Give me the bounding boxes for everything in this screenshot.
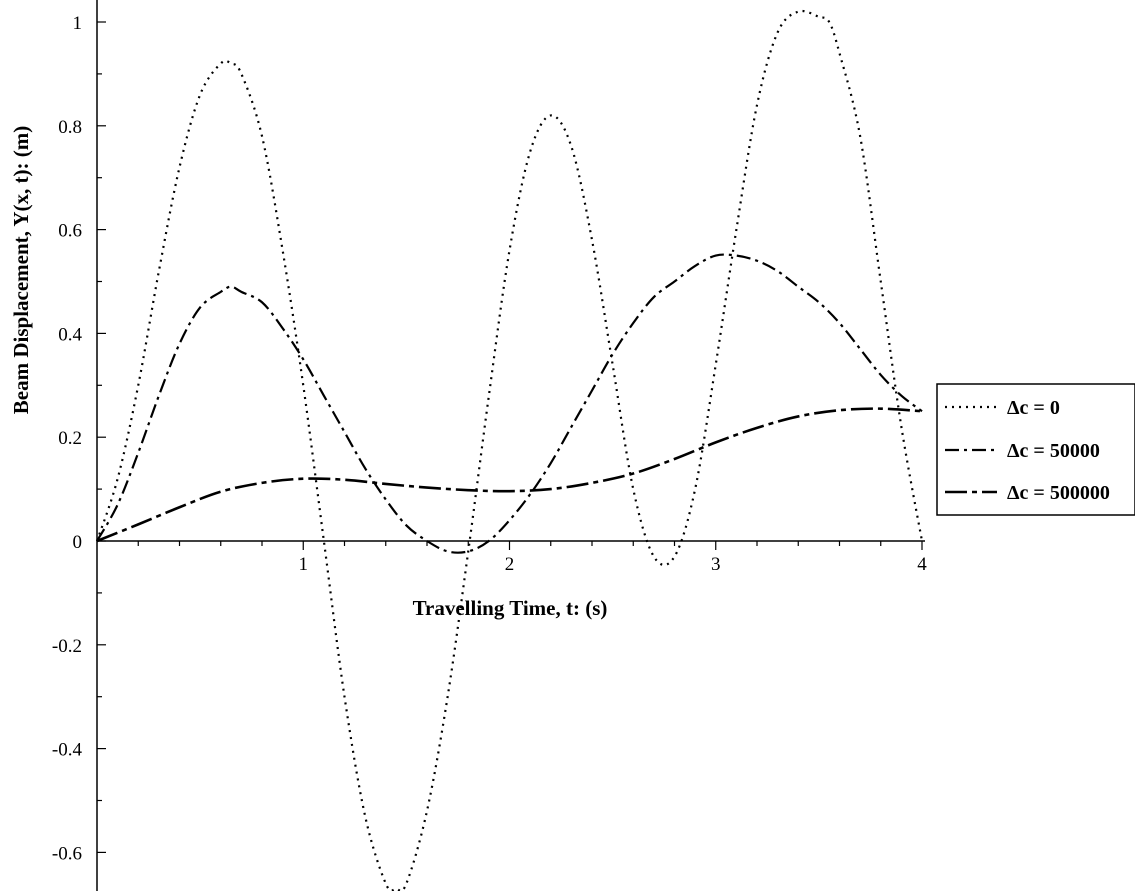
y-tick-label: 0.4 xyxy=(58,324,82,345)
y-axis-title: Beam Displacement, Y(x, t): (m) xyxy=(9,126,33,414)
legend-label-series-0: Δc = 0 xyxy=(1007,397,1060,419)
legend-label-series-2: Δc = 500000 xyxy=(1007,482,1110,504)
series-line-1 xyxy=(96,253,923,554)
y-tick-label: 0.2 xyxy=(58,428,82,449)
legend-label-series-1: Δc = 50000 xyxy=(1007,440,1100,462)
x-tick-label: 3 xyxy=(711,554,721,575)
x-tick-label: 4 xyxy=(917,554,927,575)
legend: Δc = 0 Δc = 50000 Δc = 500000 xyxy=(936,383,1135,516)
y-tick-label: 1 xyxy=(73,13,83,34)
x-axis-title: Travelling Time, t: (s) xyxy=(413,596,608,620)
y-tick-label: 0.6 xyxy=(58,221,82,242)
ticks: 1 2 3 4 -0.6 -0.4 -0.2 0 0.2 0.4 0.6 0.8 1 xyxy=(52,13,927,864)
y-tick-label: -0.6 xyxy=(52,843,82,864)
series-line-0 xyxy=(95,9,924,891)
x-tick-label: 2 xyxy=(505,554,515,575)
plot-area xyxy=(95,9,924,891)
y-tick-label: 0 xyxy=(73,532,83,553)
y-tick-label: -0.4 xyxy=(52,740,83,761)
y-tick-label: -0.2 xyxy=(52,636,82,657)
x-tick-label: 1 xyxy=(299,554,309,575)
y-tick-label: 0.8 xyxy=(58,117,82,138)
series-line-2 xyxy=(96,407,923,543)
legend-box xyxy=(936,383,1135,516)
axes xyxy=(96,0,925,891)
